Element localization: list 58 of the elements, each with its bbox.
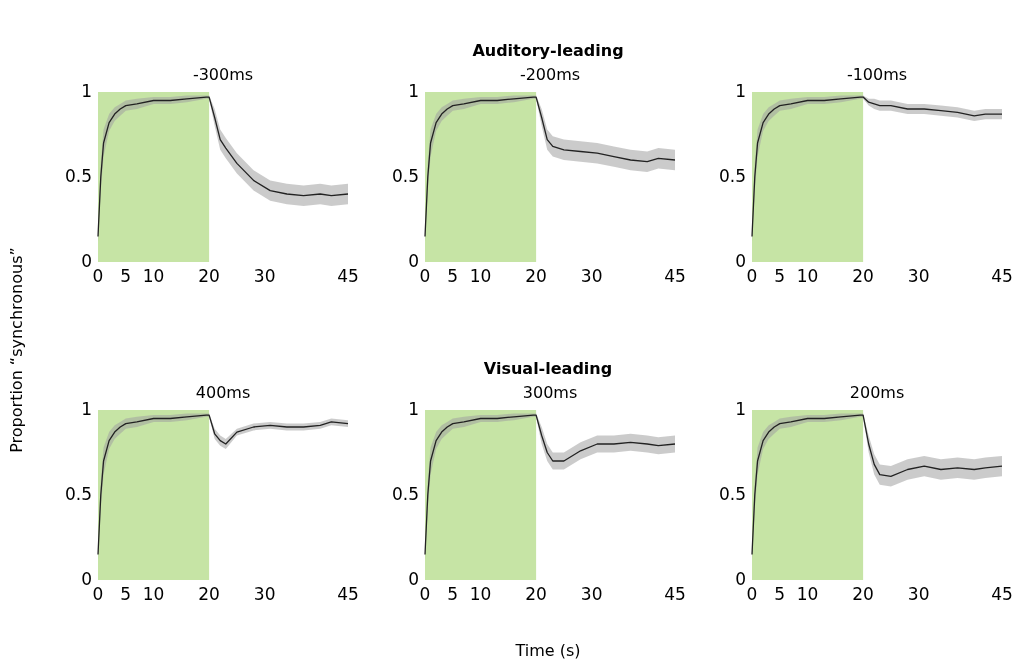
y-tick-label: 0.5 bbox=[64, 484, 92, 504]
y-tick-label: 0.5 bbox=[718, 166, 746, 186]
chart-title: -100ms bbox=[846, 65, 908, 84]
x-tick-label: 10 bbox=[142, 266, 165, 286]
x-tick-label: 45 bbox=[991, 266, 1013, 286]
x-tick-label: 5 bbox=[120, 266, 132, 286]
x-tick-label: 10 bbox=[469, 584, 492, 604]
y-tick-label: 1 bbox=[735, 399, 746, 419]
chart-title: -300ms bbox=[192, 65, 254, 84]
y-tick-label: 0 bbox=[735, 569, 746, 589]
chart-title: 400ms bbox=[195, 383, 251, 402]
y-axis-title: Proportion “synchronous” bbox=[7, 247, 26, 453]
x-tick-label: 20 bbox=[198, 266, 220, 286]
x-tick-label: 30 bbox=[580, 584, 603, 604]
x-tick-label: 20 bbox=[852, 584, 874, 604]
y-tick-label: 0.5 bbox=[391, 484, 419, 504]
y-tick-label: 1 bbox=[81, 81, 92, 101]
y-tick-label: 0.5 bbox=[391, 166, 419, 186]
x-tick-label: 20 bbox=[525, 266, 547, 286]
x-tick-label: 5 bbox=[774, 266, 786, 286]
x-tick-label: 10 bbox=[796, 266, 819, 286]
x-tick-label: 30 bbox=[253, 584, 276, 604]
y-tick-label: 1 bbox=[408, 81, 419, 101]
x-tick-label: 45 bbox=[664, 584, 686, 604]
chart-title: 200ms bbox=[849, 383, 905, 402]
text: Auditory-leading bbox=[472, 41, 624, 60]
chart-title: -200ms bbox=[519, 65, 581, 84]
x-tick-label: 45 bbox=[664, 266, 686, 286]
x-tick-label: 10 bbox=[142, 584, 165, 604]
y-tick-label: 0.5 bbox=[718, 484, 746, 504]
x-tick-label: 30 bbox=[907, 266, 930, 286]
x-tick-label: 5 bbox=[120, 584, 132, 604]
chart-title: 300ms bbox=[522, 383, 578, 402]
y-tick-label: 0 bbox=[81, 251, 92, 271]
y-tick-label: 0 bbox=[81, 569, 92, 589]
y-tick-label: 0 bbox=[735, 251, 746, 271]
x-axis-title: Time (s) bbox=[514, 641, 581, 660]
x-tick-label: 30 bbox=[253, 266, 276, 286]
x-tick-label: 5 bbox=[447, 266, 459, 286]
x-tick-label: 45 bbox=[337, 584, 359, 604]
y-tick-label: 1 bbox=[81, 399, 92, 419]
x-tick-label: 10 bbox=[469, 266, 492, 286]
x-tick-label: 45 bbox=[991, 584, 1013, 604]
x-tick-label: 20 bbox=[198, 584, 220, 604]
x-tick-label: 30 bbox=[907, 584, 930, 604]
x-tick-label: 30 bbox=[580, 266, 603, 286]
text: Visual-leading bbox=[483, 359, 613, 378]
x-tick-label: 5 bbox=[447, 584, 459, 604]
y-tick-label: 0 bbox=[408, 251, 419, 271]
y-tick-label: 1 bbox=[408, 399, 419, 419]
y-tick-label: 0.5 bbox=[64, 166, 92, 186]
x-tick-label: 20 bbox=[525, 584, 547, 604]
x-tick-label: 20 bbox=[852, 266, 874, 286]
y-tick-label: 1 bbox=[735, 81, 746, 101]
x-tick-label: 10 bbox=[796, 584, 819, 604]
y-tick-label: 0 bbox=[408, 569, 419, 589]
x-tick-label: 45 bbox=[337, 266, 359, 286]
x-tick-label: 5 bbox=[774, 584, 786, 604]
